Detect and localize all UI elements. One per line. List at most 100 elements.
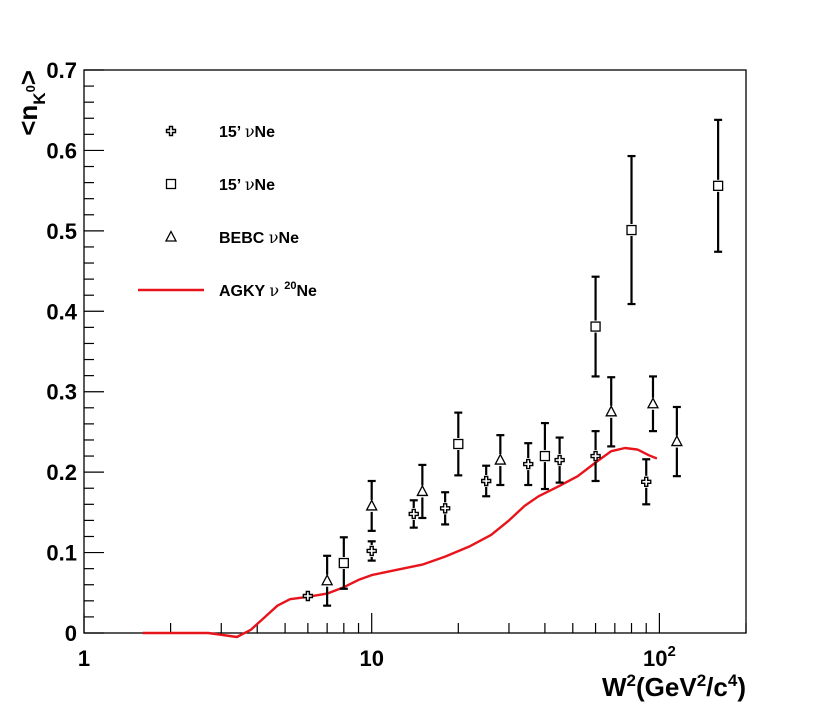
point-marker [712, 180, 724, 191]
legend-marker-swatch [164, 230, 178, 242]
point-marker [366, 545, 377, 557]
point-marker [626, 224, 637, 236]
data-point [712, 118, 724, 253]
marker-triangle [365, 499, 378, 511]
point-marker [494, 453, 507, 465]
legend-prefix: AGKY [219, 283, 269, 300]
point-marker [408, 508, 419, 520]
data-point [480, 464, 492, 498]
marker-square [712, 180, 724, 191]
marker-triangle [670, 434, 683, 447]
marker-cross [165, 125, 177, 137]
data-point [641, 458, 652, 506]
legend-marker-swatch [165, 125, 177, 137]
y-tick-label: 0.7 [46, 58, 77, 83]
data-point [338, 536, 349, 590]
data-point [302, 590, 314, 602]
point-marker [302, 590, 314, 602]
point-marker [453, 438, 464, 450]
point-marker [480, 475, 492, 487]
point-marker [416, 484, 429, 497]
y-tick-label: 0 [65, 621, 77, 646]
x-tick-label: 102 [643, 643, 676, 671]
legend-label: 15’ νNe [219, 122, 275, 141]
series-1-square [338, 118, 724, 590]
x-tick-label: 10 [359, 646, 383, 671]
marker-triangle [646, 396, 660, 409]
y-tick-label: 0.1 [46, 541, 77, 566]
data-point [670, 405, 683, 478]
point-marker [554, 454, 565, 466]
legend-nu: ν [269, 281, 284, 300]
legend-suffix: Ne [255, 124, 276, 141]
legend-marker-swatch [165, 178, 177, 190]
data-point [494, 434, 507, 487]
data-point [365, 479, 378, 532]
data-point [321, 554, 334, 607]
data-points-layer [302, 118, 724, 607]
marker-square [539, 450, 551, 462]
marker-cross [641, 476, 652, 487]
x-tick-exponent: 2 [667, 643, 675, 660]
marker-triangle [321, 573, 334, 586]
legend-nu: ν [245, 122, 255, 141]
legend-prefix: BEBC [219, 230, 269, 247]
legend-entry-3: AGKY ν 20Ne [138, 280, 317, 300]
legend-sup: 20 [284, 280, 296, 292]
data-point [453, 411, 464, 477]
point-marker [641, 476, 652, 487]
x-axis-title: W2(GeV2/c4) [602, 671, 746, 702]
legend-suffix: Ne [255, 177, 276, 194]
data-point [366, 540, 377, 562]
marker-triangle [164, 230, 178, 242]
marker-square [338, 557, 349, 569]
point-marker [590, 450, 601, 462]
legend-entry-2: BEBC νNe [164, 228, 299, 247]
x-axis-ticks: 1 10 102 [78, 613, 747, 671]
marker-triangle [416, 484, 429, 497]
series-0-cross [302, 430, 652, 602]
marker-cross [302, 590, 314, 602]
point-marker [523, 458, 534, 470]
legend-suffix: Ne [296, 283, 317, 300]
marker-triangle [494, 453, 507, 465]
x-tick-label: 1 [78, 646, 90, 671]
data-point [554, 436, 565, 484]
model-curve-layer [142, 446, 658, 639]
data-point [523, 442, 534, 487]
point-marker [670, 434, 683, 447]
point-marker [539, 450, 551, 462]
marker-square [453, 438, 464, 450]
marker-triangle [605, 404, 618, 417]
marker-square [165, 178, 177, 190]
y-axis-ticks: 0 0.1 0.2 0.3 0.4 0.5 0.6 0.7 [46, 58, 104, 646]
y-axis-title: <nK0> [13, 70, 49, 136]
plot-frame [83, 69, 747, 634]
legend-label: BEBC νNe [219, 228, 299, 247]
y-tick-label: 0.5 [46, 219, 77, 244]
data-point [590, 430, 601, 483]
data-point [416, 463, 429, 520]
marker-cross [554, 454, 565, 466]
legend-prefix: 15’ [219, 177, 245, 194]
point-marker [365, 499, 378, 511]
data-point [408, 499, 419, 529]
y-tick-label: 0.2 [46, 460, 77, 485]
y-tick-label: 0.4 [46, 299, 77, 324]
data-point [626, 154, 637, 306]
y-tick-label: 0.3 [46, 380, 77, 405]
point-marker [439, 503, 451, 514]
series-2-triangle [321, 375, 683, 607]
data-point [646, 375, 660, 433]
legend-nu: ν [245, 175, 255, 194]
marker-cross [590, 450, 601, 462]
y-tick-label: 0.6 [46, 138, 77, 163]
marker-cross [480, 475, 492, 487]
data-point [539, 421, 551, 491]
marker-cross [366, 545, 377, 557]
point-marker [338, 557, 349, 569]
legend-label: 15’ νNe [219, 175, 275, 194]
agky-model-curve [142, 446, 658, 639]
